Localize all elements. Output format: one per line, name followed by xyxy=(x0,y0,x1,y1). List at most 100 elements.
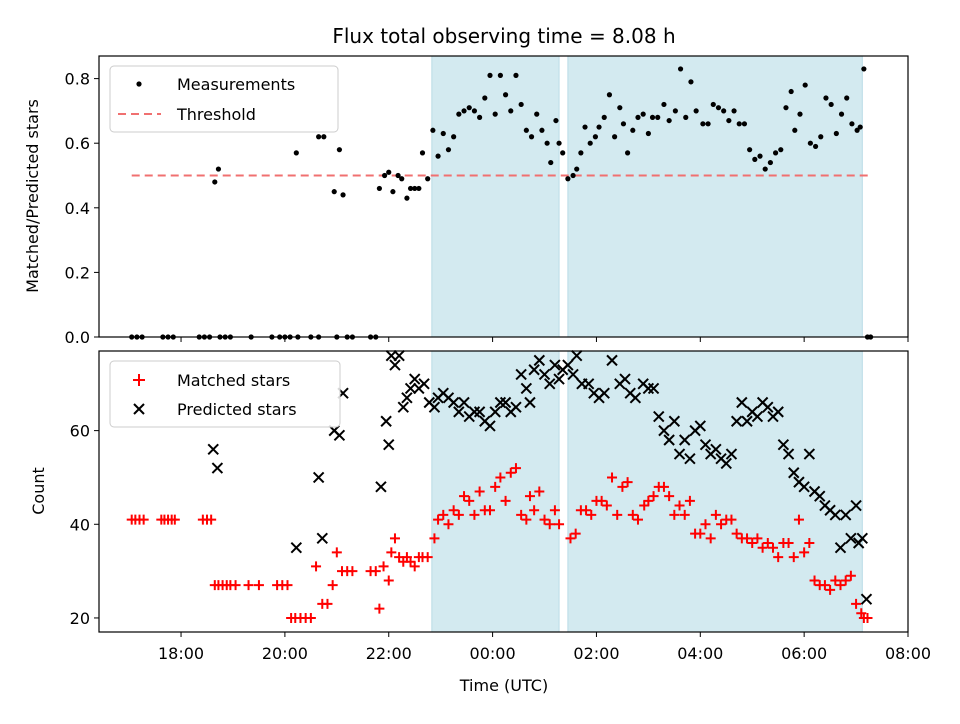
measurement-point xyxy=(407,185,414,192)
predicted-star-point xyxy=(679,434,691,446)
matched-star-point xyxy=(469,509,480,520)
measurement-point xyxy=(477,114,483,120)
matched-star-point xyxy=(767,542,778,553)
measurement-point xyxy=(715,105,722,111)
matched-star-point xyxy=(438,509,449,520)
predicted-star-point xyxy=(619,373,631,385)
bottom-legend: Matched stars Predicted stars xyxy=(109,360,341,428)
measurement-point xyxy=(578,150,584,156)
matched-star-point xyxy=(459,491,470,502)
measurement-point xyxy=(592,134,599,140)
matched-star-point xyxy=(521,514,532,525)
matched-star-point xyxy=(484,505,495,516)
matched-star-point xyxy=(804,538,815,549)
legend-measurements-marker xyxy=(136,81,142,87)
measurement-point xyxy=(640,111,646,117)
bottom-y-axis-label: Count xyxy=(29,467,48,515)
predicted-star-point xyxy=(494,396,507,409)
top-axes: 0.00.20.40.60.8 Matched/Predicted stars … xyxy=(23,55,909,347)
predicted-star-point xyxy=(694,420,707,432)
measurement-point xyxy=(425,176,431,182)
measurement-point xyxy=(553,117,559,124)
matched-star-point xyxy=(679,509,690,520)
predicted-star-point xyxy=(741,415,753,427)
measurement-point xyxy=(688,79,694,85)
matched-star-point xyxy=(474,486,485,497)
predicted-star-point xyxy=(850,499,862,512)
predicted-star-point xyxy=(312,471,325,484)
matched-star-point xyxy=(169,514,180,525)
y-tick-label: 20 xyxy=(70,609,90,628)
measurement-point xyxy=(661,101,667,108)
predicted-star-point xyxy=(647,382,660,395)
matched-star-point xyxy=(632,514,643,525)
matched-star-point xyxy=(433,514,444,525)
matched-star-point xyxy=(243,580,254,591)
measurement-point xyxy=(582,124,588,130)
measurement-point xyxy=(570,172,576,179)
measurement-point xyxy=(487,72,493,78)
predicted-star-point xyxy=(484,420,496,432)
legend-predicted-marker xyxy=(133,403,145,415)
matched-star-point xyxy=(554,519,565,530)
measurement-point xyxy=(416,185,422,192)
predicted-star-point xyxy=(798,481,810,493)
matched-star-point xyxy=(684,495,695,506)
matched-star-point xyxy=(809,575,820,586)
measurement-point xyxy=(625,150,631,156)
matched-star-point xyxy=(539,514,550,525)
measurement-point xyxy=(497,72,503,78)
measurement-point xyxy=(556,140,562,146)
measurement-point xyxy=(548,159,554,166)
matched-star-point xyxy=(495,472,506,483)
predicted-star-point xyxy=(544,378,556,390)
matched-star-point xyxy=(643,495,654,506)
predicted-star-point xyxy=(375,481,387,493)
measurement-point xyxy=(828,101,834,108)
predicted-star-point xyxy=(684,453,696,465)
measurement-point xyxy=(601,114,607,120)
bottom-y-ticks: 20 40 60 xyxy=(70,422,99,628)
matched-star-point xyxy=(819,580,830,591)
matched-star-point xyxy=(773,552,784,563)
predicted-star-point xyxy=(653,410,665,423)
measurement-point xyxy=(818,134,824,140)
matched-star-point xyxy=(500,495,511,506)
predicted-star-point xyxy=(538,368,551,381)
x-tick-label: 22:00 xyxy=(366,644,412,663)
matched-star-point xyxy=(825,584,836,595)
predicted-star-point xyxy=(788,467,800,479)
measurement-point xyxy=(381,172,388,179)
predicted-star-point xyxy=(520,382,533,395)
predicted-star-point xyxy=(673,448,686,460)
measurement-point xyxy=(802,82,808,88)
measurement-point xyxy=(336,147,343,153)
measurement-point xyxy=(705,121,711,127)
predicted-star-point xyxy=(515,368,527,381)
measurement-point xyxy=(617,105,623,111)
measurement-point xyxy=(212,179,218,185)
measurement-point xyxy=(435,153,441,159)
top-axes-frame xyxy=(98,55,909,338)
bottom-star-count-points xyxy=(126,349,873,623)
y-tick-label: 0.4 xyxy=(65,199,90,218)
matched-star-point xyxy=(845,570,856,581)
measurement-point xyxy=(539,127,545,133)
bottom-axes: 20 40 60 Count Matched stars Predicted sta… xyxy=(29,349,909,633)
legend-matched-label: Matched stars xyxy=(177,371,290,390)
measurement-point xyxy=(502,92,509,98)
x-tick-label: 06:00 xyxy=(781,644,827,663)
predicted-star-point xyxy=(668,415,681,427)
measurement-point xyxy=(838,111,845,117)
observing-window xyxy=(431,55,560,338)
predicted-star-point xyxy=(598,387,610,399)
measurement-point xyxy=(293,150,299,156)
measurement-point xyxy=(778,147,784,153)
measurement-point xyxy=(316,134,322,140)
measurement-point xyxy=(683,114,689,120)
matched-star-point xyxy=(617,481,628,492)
matched-star-point xyxy=(327,580,338,591)
y-tick-label: 40 xyxy=(70,515,90,534)
matched-star-point xyxy=(253,580,264,591)
measurement-point xyxy=(767,159,773,166)
